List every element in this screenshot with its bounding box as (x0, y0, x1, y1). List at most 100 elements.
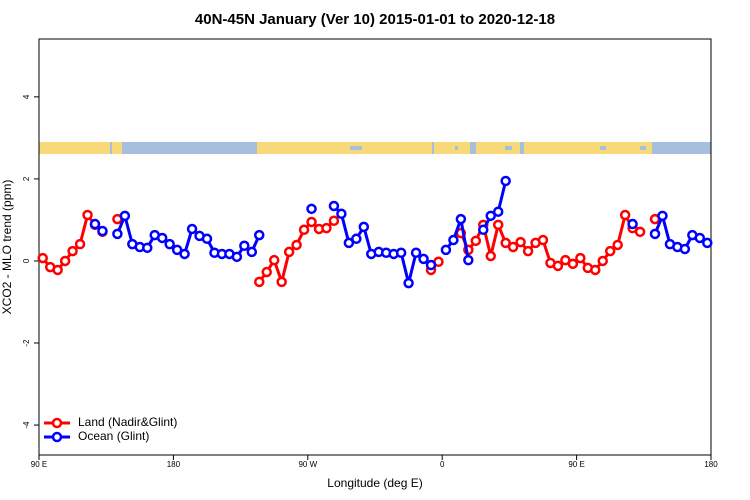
point (254, 276, 265, 288)
x-tick-label: 90 W (298, 460, 317, 469)
plot-frame (38, 38, 712, 456)
x-tick-label: 90 E (568, 460, 584, 469)
land-strip (434, 142, 470, 154)
point (575, 252, 586, 264)
y-tick-label: 2 (22, 176, 31, 181)
point (67, 245, 78, 257)
point (552, 260, 564, 272)
point (410, 247, 422, 258)
point (291, 239, 302, 251)
point (74, 238, 86, 250)
point (448, 234, 459, 246)
ocean-strip (600, 146, 606, 150)
point (455, 213, 467, 225)
point (59, 255, 71, 267)
point (612, 239, 623, 251)
land-strip (476, 142, 520, 154)
point (403, 277, 414, 289)
land-strip (112, 142, 122, 154)
ocean-strip (640, 146, 646, 150)
point (52, 264, 63, 276)
point (321, 222, 332, 234)
x-axis-label: Longitude (deg E) (327, 476, 422, 490)
point (268, 254, 280, 266)
point (463, 254, 474, 266)
point (485, 250, 496, 262)
point (343, 237, 355, 249)
point (298, 224, 310, 236)
point (507, 241, 519, 253)
point (694, 232, 706, 244)
series-line (93, 180, 709, 284)
point (239, 240, 250, 252)
point (89, 218, 101, 230)
point (97, 225, 108, 237)
point (142, 242, 153, 254)
point (597, 255, 608, 267)
land-strip (39, 142, 110, 154)
point (500, 237, 511, 249)
point (702, 237, 713, 249)
point (179, 248, 190, 260)
point (171, 244, 183, 256)
point (492, 219, 504, 231)
x-tick-label: 90 E (31, 460, 47, 469)
ocean-strip (505, 146, 512, 150)
point (425, 259, 437, 271)
point (358, 221, 370, 233)
point (634, 226, 646, 238)
point (537, 234, 549, 246)
x-tick-label: 180 (704, 460, 718, 469)
x-tick-label: 0 (440, 460, 445, 469)
point (418, 253, 429, 265)
legend-marker (51, 417, 63, 429)
point (679, 243, 691, 255)
point (254, 229, 265, 241)
point (395, 247, 407, 258)
point (649, 228, 661, 240)
legend-marker (51, 431, 63, 443)
point (306, 203, 317, 215)
legend-label: Ocean (Glint) (78, 429, 149, 443)
point (156, 232, 168, 244)
point (231, 251, 243, 263)
point (470, 235, 482, 247)
point (485, 210, 496, 222)
point (164, 238, 175, 250)
legend-label: Land (Nadir&Glint) (78, 415, 177, 429)
point (500, 175, 511, 187)
chart-title: 40N-45N January (Ver 10) 2015-01-01 to 2… (195, 11, 555, 28)
point (82, 209, 93, 221)
point (567, 258, 579, 270)
point (657, 210, 668, 222)
ocean-strip (455, 146, 458, 150)
point (261, 266, 272, 278)
point (478, 224, 489, 236)
x-tick-label: 180 (167, 460, 181, 469)
point (440, 244, 452, 256)
y-axis-label: XCO2 - MLO trend (ppm) (0, 180, 14, 315)
point (627, 218, 638, 230)
point (590, 264, 601, 276)
point (351, 233, 362, 245)
point (515, 236, 526, 248)
y-tick-label: 4 (22, 94, 31, 99)
land-strip (257, 142, 432, 154)
point (306, 216, 317, 228)
point (37, 252, 48, 264)
point (492, 206, 504, 217)
land-strip (524, 142, 652, 154)
point (201, 233, 213, 245)
point (112, 228, 123, 240)
point (276, 276, 287, 288)
point (619, 209, 631, 221)
point (186, 223, 198, 235)
point (246, 246, 258, 258)
point (328, 200, 340, 212)
point (522, 245, 534, 257)
point (336, 208, 347, 220)
y-tick-label: -4 (22, 421, 31, 429)
point (604, 245, 616, 257)
ocean-strip (350, 146, 362, 150)
